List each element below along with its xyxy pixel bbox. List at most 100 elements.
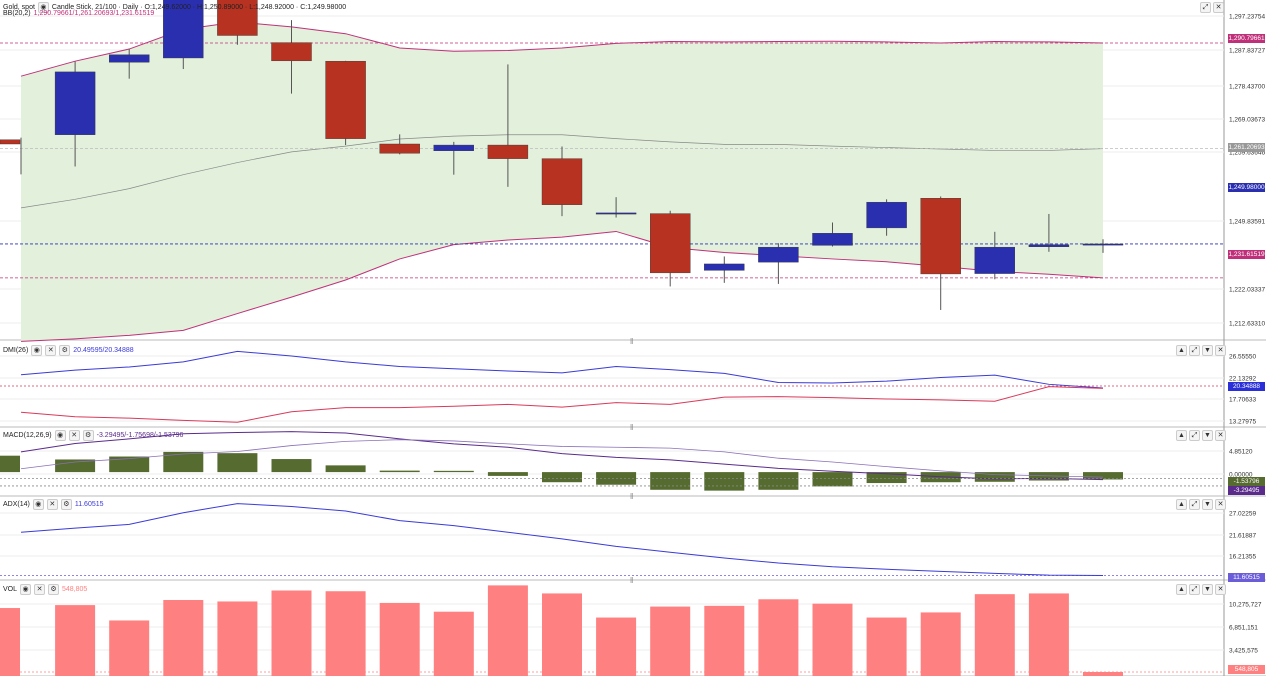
price-tag: 1,249.98000 — [1228, 183, 1265, 192]
expand-icon[interactable]: ⤢ — [1189, 499, 1200, 510]
move-down-icon[interactable]: ▼ — [1202, 345, 1213, 356]
volume-bar — [920, 612, 961, 676]
move-up-icon[interactable]: ▲ — [1176, 345, 1187, 356]
close-icon[interactable]: ✕ — [1215, 345, 1226, 356]
main-pane-tools: ⤢ ✕ — [1200, 2, 1224, 13]
eye-icon[interactable]: ◉ — [20, 584, 32, 595]
macd-histogram-bar — [650, 472, 691, 490]
macd-histogram-bar — [0, 455, 20, 473]
candle-body — [650, 213, 691, 274]
macd-histogram-bar — [217, 453, 258, 473]
close-icon[interactable]: ✕ — [68, 430, 80, 441]
volume-bar — [379, 602, 420, 676]
chart-header: Gold, spot ◉ Candle Stick, 21/100 · Dail… — [3, 2, 346, 13]
move-up-icon[interactable]: ▲ — [1176, 584, 1187, 595]
expand-icon[interactable]: ⤢ — [1189, 345, 1200, 356]
dmi-name: DMI(26) — [3, 347, 29, 354]
move-down-icon[interactable]: ▼ — [1202, 499, 1213, 510]
move-up-icon[interactable]: ▲ — [1176, 430, 1187, 441]
vol-tick-label: 6,851,151 — [1229, 625, 1258, 632]
dmi-tick-label: 17.70633 — [1229, 397, 1256, 404]
pane-resize-handle[interactable]: ‖ — [630, 423, 634, 432]
adx-tick-label: 27.02259 — [1229, 511, 1256, 518]
volume-bar — [542, 593, 582, 676]
candle-body — [920, 198, 961, 275]
gear-icon[interactable]: ⚙ — [60, 499, 72, 510]
move-down-icon[interactable]: ▼ — [1202, 584, 1213, 595]
move-up-icon[interactable]: ▲ — [1176, 499, 1187, 510]
dmi-tick-label: 13.27975 — [1229, 419, 1256, 426]
expand-icon[interactable]: ⤢ — [1200, 2, 1211, 13]
pane-resize-handle[interactable]: ‖ — [630, 492, 634, 501]
volume-bar — [704, 605, 745, 676]
macd-signal-line — [20, 439, 1104, 478]
close-icon[interactable]: ✕ — [1215, 430, 1226, 441]
adx-pane-tools: ▲ ⤢ ▼ ✕ — [1176, 499, 1226, 510]
bb-values: 1,290.79661/1,261.20693/1,231.61519 — [33, 10, 155, 17]
candle-body — [325, 60, 366, 139]
dmi-plus-line — [20, 350, 1104, 389]
pane-resize-handle[interactable]: ‖ — [630, 576, 634, 585]
volume-bar — [974, 594, 1015, 676]
macd-histogram-bar — [55, 459, 96, 473]
expand-icon[interactable]: ⤢ — [1189, 430, 1200, 441]
volume-bar — [109, 620, 150, 676]
volume-bar — [650, 606, 691, 676]
price-tick-label: 1,249.83591 — [1229, 219, 1266, 226]
close-icon[interactable]: ✕ — [45, 345, 57, 356]
candle-body — [595, 212, 637, 215]
eye-icon[interactable]: ◉ — [54, 430, 66, 441]
candle-body — [163, 0, 204, 59]
eye-icon[interactable]: ◉ — [31, 345, 43, 356]
vol-indicator-label: VOL ◉ ✕ ⚙ 548,805 — [3, 584, 87, 595]
adx-values: 11.60515 — [74, 501, 104, 508]
macd-histogram-bar — [1028, 472, 1069, 481]
gear-icon[interactable]: ⚙ — [48, 584, 60, 595]
gear-icon[interactable]: ⚙ — [82, 430, 94, 441]
bb-indicator-label: BB(20,2) 1,290.79661/1,261.20693/1,231.6… — [3, 10, 154, 17]
volume-bar — [596, 617, 637, 676]
macd-histogram-bar — [758, 472, 799, 490]
macd-tick-label: 0.00000 — [1229, 472, 1253, 479]
macd-histogram-bar — [866, 472, 907, 484]
adx-name: ADX(14) — [3, 501, 30, 508]
macd-line-tag: -3.29495 — [1228, 486, 1265, 495]
adx-indicator-label: ADX(14) ◉ ✕ ⚙ 11.60515 — [3, 499, 104, 510]
adx-line — [20, 503, 1104, 577]
vol-tick-label: 10,275,727 — [1229, 602, 1262, 609]
eye-icon[interactable]: ◉ — [32, 499, 44, 510]
close-icon[interactable]: ✕ — [46, 499, 58, 510]
macd-values: -3.29495/-1.75698/-1.53796 — [96, 432, 184, 439]
candle-body — [217, 0, 258, 36]
volume-bar — [163, 600, 204, 676]
close-icon[interactable]: ✕ — [1215, 584, 1226, 595]
volume-bar — [271, 590, 312, 676]
dmi-tag: 20.34888 — [1228, 382, 1265, 391]
eye-icon[interactable]: ◉ — [37, 2, 49, 13]
volume-bar — [812, 603, 853, 676]
candle-body — [108, 54, 150, 63]
price-tick-label: 1,278.43700 — [1229, 84, 1266, 91]
macd-line — [20, 431, 1104, 481]
close-icon[interactable]: ✕ — [1215, 499, 1226, 510]
pane-resize-handle[interactable]: ‖ — [630, 337, 634, 346]
vol-name: VOL — [3, 586, 18, 593]
price-tick-label: 1,269.03673 — [1229, 117, 1266, 124]
adx-tick-label: 16.21355 — [1229, 554, 1256, 561]
macd-signal-tag: -1.53796 — [1228, 477, 1265, 486]
volume-bar — [0, 608, 20, 676]
price-tick-label: 1,222.03337 — [1229, 287, 1266, 294]
close-icon[interactable]: ✕ — [1213, 2, 1224, 13]
macd-histogram-bar — [379, 470, 420, 473]
dmi-tick-label: 22.13292 — [1229, 376, 1256, 383]
macd-histogram-bar — [325, 465, 366, 473]
move-down-icon[interactable]: ▼ — [1202, 430, 1213, 441]
candle-body — [704, 263, 745, 271]
dmi-indicator-label: DMI(26) ◉ ✕ ⚙ 20.49595/20.34888 — [3, 345, 134, 356]
gear-icon[interactable]: ⚙ — [59, 345, 71, 356]
macd-histogram-bar — [704, 472, 745, 491]
candle-body — [271, 42, 312, 62]
expand-icon[interactable]: ⤢ — [1189, 584, 1200, 595]
close-icon[interactable]: ✕ — [34, 584, 46, 595]
